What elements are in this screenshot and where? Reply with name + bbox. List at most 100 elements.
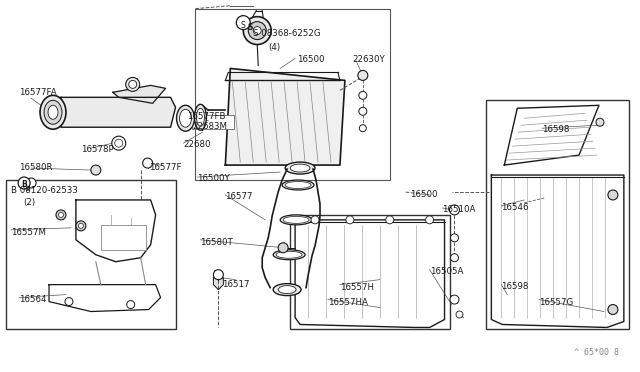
Ellipse shape	[285, 162, 315, 174]
Text: 16564: 16564	[19, 295, 47, 304]
Ellipse shape	[280, 215, 312, 225]
Circle shape	[76, 221, 86, 231]
Text: (4): (4)	[268, 42, 280, 52]
Ellipse shape	[282, 180, 314, 190]
Circle shape	[143, 158, 152, 168]
Circle shape	[359, 107, 367, 115]
Bar	[193, 115, 234, 129]
Circle shape	[450, 295, 459, 304]
Circle shape	[243, 20, 249, 26]
Circle shape	[449, 205, 460, 215]
Circle shape	[56, 210, 66, 220]
Circle shape	[451, 234, 458, 242]
Text: 16500: 16500	[297, 55, 324, 64]
Text: S 08368-6252G: S 08368-6252G	[253, 29, 321, 38]
Circle shape	[129, 80, 137, 89]
Text: 22630Y: 22630Y	[352, 55, 385, 64]
Ellipse shape	[273, 283, 301, 296]
Text: 16517: 16517	[222, 280, 250, 289]
Text: 22683M: 22683M	[193, 122, 227, 131]
Circle shape	[253, 26, 261, 35]
Circle shape	[596, 118, 604, 126]
Circle shape	[456, 311, 463, 318]
Ellipse shape	[196, 108, 204, 126]
Text: 16580R: 16580R	[19, 163, 52, 172]
Circle shape	[26, 178, 36, 188]
Ellipse shape	[278, 286, 296, 294]
Circle shape	[65, 298, 73, 305]
Circle shape	[359, 125, 366, 132]
Text: ^ 65*00 8: ^ 65*00 8	[574, 348, 619, 357]
Circle shape	[358, 70, 368, 80]
Circle shape	[608, 190, 618, 200]
Text: 16546: 16546	[501, 203, 529, 212]
Circle shape	[112, 136, 125, 150]
Text: 16577FB: 16577FB	[188, 112, 226, 121]
Text: 16577FA: 16577FA	[19, 89, 57, 97]
Text: (2): (2)	[23, 198, 35, 207]
Polygon shape	[113, 86, 166, 103]
Text: 16557M: 16557M	[11, 228, 46, 237]
Polygon shape	[61, 97, 175, 127]
Circle shape	[311, 216, 319, 224]
Circle shape	[236, 16, 250, 30]
Ellipse shape	[48, 105, 58, 119]
Circle shape	[608, 305, 618, 314]
Polygon shape	[225, 68, 345, 165]
Ellipse shape	[40, 95, 66, 129]
Circle shape	[278, 243, 288, 253]
Polygon shape	[295, 220, 445, 327]
Polygon shape	[49, 285, 161, 311]
Bar	[6, 180, 175, 330]
Text: 22680: 22680	[184, 140, 211, 149]
Polygon shape	[76, 200, 156, 262]
Circle shape	[115, 139, 123, 147]
Circle shape	[243, 17, 271, 45]
Text: B: B	[26, 186, 31, 192]
Text: 16510A: 16510A	[442, 205, 475, 214]
Polygon shape	[213, 278, 223, 290]
Text: 16500Y: 16500Y	[198, 174, 230, 183]
Text: 16500: 16500	[410, 190, 437, 199]
Circle shape	[125, 77, 140, 92]
Circle shape	[359, 92, 367, 99]
Text: 16557H: 16557H	[340, 283, 374, 292]
Text: B 08120-62533: B 08120-62533	[11, 186, 78, 195]
Circle shape	[213, 270, 223, 280]
Bar	[486, 100, 629, 330]
Circle shape	[451, 254, 458, 262]
Text: 16557HA: 16557HA	[328, 298, 368, 307]
Text: S: S	[248, 23, 253, 32]
Bar	[101, 225, 146, 250]
Ellipse shape	[290, 164, 310, 172]
Text: 16577F: 16577F	[148, 163, 181, 172]
Circle shape	[426, 216, 433, 224]
Bar	[195, 9, 390, 180]
Circle shape	[91, 165, 101, 175]
Ellipse shape	[283, 217, 309, 223]
Circle shape	[386, 216, 394, 224]
Circle shape	[79, 223, 83, 228]
Ellipse shape	[273, 250, 305, 260]
Bar	[290, 215, 449, 330]
Circle shape	[248, 22, 266, 39]
Ellipse shape	[195, 104, 207, 130]
Text: 16578P: 16578P	[81, 145, 113, 154]
Text: S: S	[240, 21, 245, 30]
Ellipse shape	[276, 251, 302, 258]
Circle shape	[18, 177, 30, 189]
Text: 16505A: 16505A	[429, 267, 463, 276]
Polygon shape	[492, 175, 624, 327]
Text: 16577: 16577	[225, 192, 253, 201]
Circle shape	[346, 216, 354, 224]
Circle shape	[58, 212, 63, 217]
Ellipse shape	[180, 109, 191, 127]
Ellipse shape	[285, 182, 311, 189]
Text: 16557G: 16557G	[539, 298, 573, 307]
Circle shape	[127, 301, 134, 308]
Text: B: B	[21, 180, 27, 189]
Text: 16598: 16598	[501, 282, 529, 291]
Text: 16598: 16598	[542, 125, 570, 134]
Text: 16580T: 16580T	[200, 238, 233, 247]
Ellipse shape	[44, 100, 62, 124]
